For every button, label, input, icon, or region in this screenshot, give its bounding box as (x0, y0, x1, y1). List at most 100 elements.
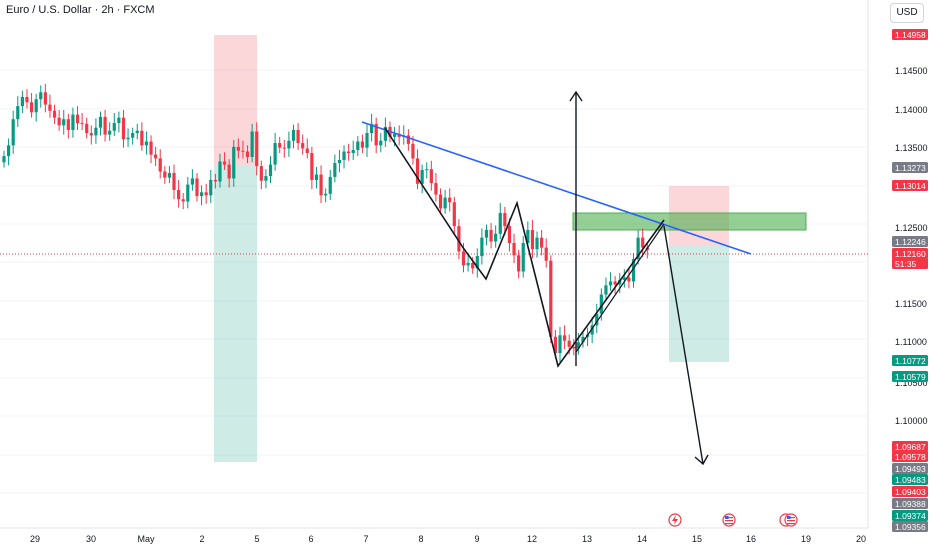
candle-body[interactable] (549, 260, 553, 337)
candle-body[interactable] (631, 259, 636, 282)
candle-body[interactable] (103, 116, 107, 135)
candle-body[interactable] (186, 184, 190, 202)
candle-body[interactable] (282, 147, 286, 149)
candle-body[interactable] (149, 141, 153, 155)
candle-body[interactable] (553, 336, 557, 353)
candle-body[interactable] (411, 143, 415, 159)
candle-body[interactable] (425, 169, 429, 171)
candle-body[interactable] (576, 342, 580, 349)
candle-body[interactable] (448, 197, 452, 203)
candle-body[interactable] (608, 281, 613, 286)
candle-body[interactable] (195, 178, 199, 197)
candle-body[interactable] (20, 96, 24, 107)
candle-body[interactable] (489, 229, 493, 242)
candle-body[interactable] (144, 141, 149, 146)
candle-body[interactable] (259, 166, 263, 181)
currency-button[interactable]: USD (890, 3, 924, 23)
candle-body[interactable] (420, 169, 424, 184)
candle-body[interactable] (526, 229, 530, 244)
candle-body[interactable] (57, 117, 61, 126)
position-reward-zone[interactable] (214, 165, 257, 462)
candle-body[interactable] (287, 140, 291, 149)
us-flag-icon[interactable] (722, 513, 736, 527)
candle-body[interactable] (530, 229, 535, 250)
candle-body[interactable] (199, 192, 204, 197)
candle-body[interactable] (466, 263, 470, 266)
candle-body[interactable] (140, 130, 144, 146)
candle-body[interactable] (291, 129, 296, 141)
candle-body[interactable] (324, 193, 328, 196)
candle-body[interactable] (29, 102, 34, 113)
candle-body[interactable] (126, 137, 130, 140)
candle-body[interactable] (117, 117, 121, 124)
candle-body[interactable] (415, 158, 420, 184)
zigzag-leg[interactable] (575, 223, 665, 353)
candle-body[interactable] (604, 285, 608, 295)
candle-body[interactable] (503, 213, 507, 227)
candle-body[interactable] (452, 202, 456, 227)
candle-body[interactable] (627, 277, 631, 282)
candle-body[interactable] (333, 163, 337, 177)
candle-body[interactable] (108, 130, 112, 135)
candle-body[interactable] (218, 161, 222, 182)
candle-body[interactable] (158, 158, 162, 172)
candle-body[interactable] (590, 325, 594, 335)
candle-body[interactable] (365, 133, 369, 148)
candle-body[interactable] (2, 156, 6, 163)
candle-body[interactable] (121, 117, 126, 140)
candle-body[interactable] (379, 140, 383, 146)
candle-body[interactable] (622, 277, 626, 280)
flash-icon[interactable] (668, 513, 682, 527)
candle-body[interactable] (75, 114, 80, 124)
candle-body[interactable] (595, 313, 599, 326)
candle-body[interactable] (540, 237, 544, 248)
candle-body[interactable] (305, 148, 309, 154)
candle-body[interactable] (154, 154, 158, 159)
candle-body[interactable] (232, 146, 236, 179)
candle-body[interactable] (25, 96, 29, 103)
candle-body[interactable] (356, 141, 360, 150)
price-axis[interactable]: 1.14500 1.14000 1.13500 1.12500 1.11500 … (895, 66, 928, 426)
candle-body[interactable] (535, 237, 539, 250)
candle-body[interactable] (314, 174, 319, 180)
candle-body[interactable] (443, 197, 447, 209)
candle-body[interactable] (636, 237, 640, 260)
candle-body[interactable] (484, 229, 489, 238)
candle-body[interactable] (273, 143, 277, 165)
candle-body[interactable] (370, 123, 374, 134)
candle-body[interactable] (163, 171, 167, 178)
candle-body[interactable] (167, 173, 172, 178)
candle-body[interactable] (34, 99, 38, 113)
candle-body[interactable] (613, 281, 617, 285)
candle-body[interactable] (52, 110, 57, 118)
candle-body[interactable] (278, 143, 282, 148)
candle-body[interactable] (438, 194, 443, 209)
candle-body[interactable] (43, 92, 47, 105)
candle-body[interactable] (296, 129, 300, 144)
candle-body[interactable] (181, 199, 185, 202)
candle-body[interactable] (461, 251, 466, 266)
candle-body[interactable] (222, 161, 227, 165)
candle-body[interactable] (112, 123, 116, 131)
candle-body[interactable] (351, 149, 355, 154)
candle-body[interactable] (319, 174, 323, 196)
candle-body[interactable] (39, 92, 43, 100)
candle-body[interactable] (581, 336, 585, 343)
time-axis[interactable]: 29 30 May 2 5 6 7 8 9 12 13 14 15 16 19 … (30, 534, 866, 544)
candle-body[interactable] (599, 294, 603, 314)
candle-body[interactable] (98, 116, 103, 128)
candle-body[interactable] (471, 263, 475, 269)
candle-body[interactable] (48, 104, 52, 111)
descending-trendline[interactable] (361, 121, 752, 255)
candle-body[interactable] (567, 340, 571, 347)
candle-body[interactable] (494, 233, 498, 242)
us-flag-icon[interactable] (779, 513, 798, 527)
candle-body[interactable] (264, 176, 268, 181)
candle-body[interactable] (480, 237, 484, 257)
candle-body[interactable] (374, 123, 378, 146)
candle-body[interactable] (11, 119, 15, 146)
candle-body[interactable] (131, 133, 135, 138)
candle-body[interactable] (328, 176, 332, 194)
short-position-reward-zone[interactable] (669, 246, 729, 362)
candle-body[interactable] (227, 164, 231, 179)
